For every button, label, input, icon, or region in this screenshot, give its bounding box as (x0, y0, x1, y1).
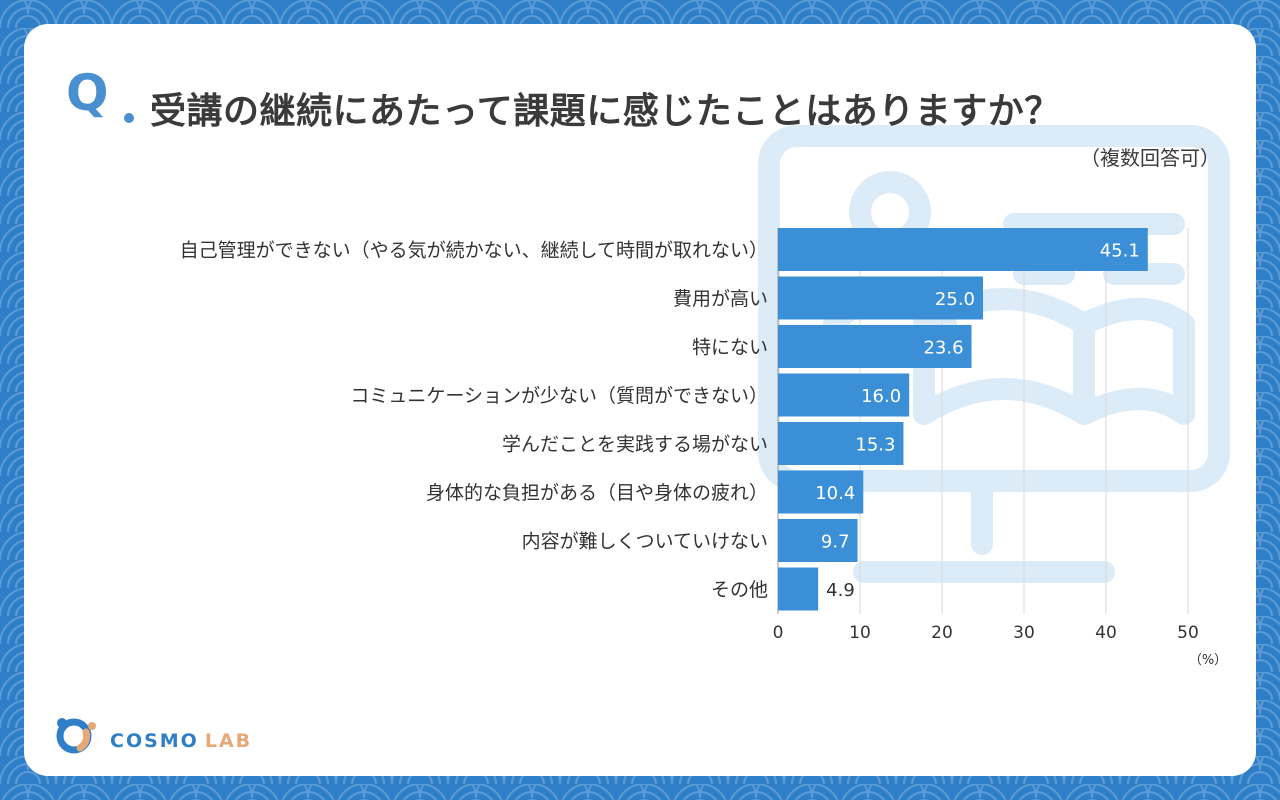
chart-subtitle: （複数回答可） (1080, 146, 1220, 170)
category-label: 身体的な負担がある（目や身体の疲れ） (426, 482, 768, 504)
logo-part-cosmo: COSMO (110, 730, 199, 752)
question-mark-dot (124, 113, 134, 123)
data-label: 9.7 (821, 532, 850, 553)
question-mark-q: Q (66, 64, 109, 122)
chart-title: 受講の継続にあたって課題に感じたことはありますか？ (150, 91, 1061, 132)
data-label: 23.6 (923, 338, 963, 359)
bar (778, 470, 864, 514)
data-label: 16.0 (861, 386, 901, 407)
category-label: 内容が難しくついていけない (522, 531, 768, 553)
bar (778, 325, 972, 368)
x-tick-label: 40 (1095, 623, 1117, 643)
bar-chart: 0 10 20 30 40 50 （%） 自己管理ができない（やる気が続かない、継続して時間が… (180, 228, 1227, 668)
logo-part-lab: LAB (204, 730, 253, 752)
data-label: 45.1 (1100, 241, 1140, 262)
monitor-illustration (758, 125, 1230, 583)
bar (778, 373, 910, 417)
category-label: 自己管理ができない（やる気が続かない、継続して時間が取れない） (180, 240, 768, 262)
data-label: 10.4 (815, 483, 855, 504)
data-label: 15.3 (855, 435, 895, 456)
x-tick-label: 0 (773, 623, 784, 643)
category-label: 費用が高い (673, 288, 768, 310)
x-tick-label: 50 (1177, 623, 1199, 643)
data-label: 4.9 (826, 580, 855, 601)
x-tick-label: 10 (849, 623, 871, 643)
bar (778, 228, 1148, 271)
logo-wordmark: COSMO LAB (110, 730, 252, 752)
bar (778, 422, 904, 465)
category-label: コミュニケーションが少ない（質問ができない） (350, 385, 768, 407)
data-label: 25.0 (935, 289, 975, 310)
cosmo-lab-logo-icon (56, 718, 96, 754)
x-axis-unit: （%） (1189, 653, 1227, 668)
x-tick-label: 30 (1013, 623, 1035, 643)
x-tick-label: 20 (931, 623, 953, 643)
bar (778, 567, 819, 611)
content-card: Q 受講の継続にあたって課題に感じたことはありますか？ （複数回答可） 0 10 2… (24, 24, 1256, 776)
category-label: 学んだことを実践する場がない (502, 434, 768, 456)
category-label: その他 (711, 579, 768, 601)
bar (778, 276, 983, 320)
bar (778, 519, 858, 562)
category-label: 特にない (692, 337, 768, 359)
